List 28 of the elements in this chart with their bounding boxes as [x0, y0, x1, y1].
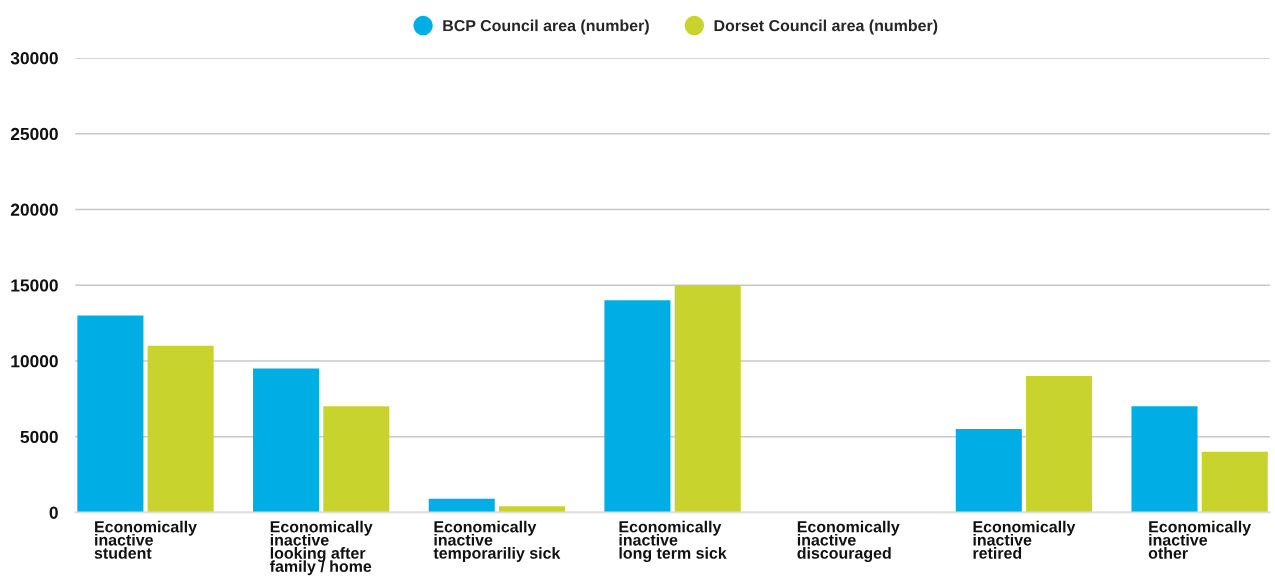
bar [323, 406, 390, 513]
bar [428, 498, 495, 513]
bar [604, 300, 671, 513]
legend-label: Dorset Council area (number) [714, 19, 938, 35]
x-tick-label: Economically inactive student [94, 520, 197, 559]
y-tick-label: 10000 [11, 355, 58, 368]
x-tick-label: Economically inactive looking after family / home [269, 520, 373, 576]
y-tick-label: 25000 [10, 127, 58, 141]
y-tick-label: 30000 [10, 52, 58, 65]
x-tick-label: Economically inactive long term sick [619, 520, 727, 563]
legend-label: BCP Council area (number) [443, 19, 649, 35]
y-tick-label: 15000 [11, 279, 58, 292]
x-tick-label: Economically inactive discouraged [797, 520, 900, 563]
bar [147, 345, 214, 513]
bar [498, 506, 566, 513]
bar [1131, 406, 1198, 513]
x-tick-label: Economically inactive temporariliy sick [433, 520, 561, 562]
x-tick-label: Economically inactive retired [973, 520, 1076, 559]
y-tick-label: 0 [49, 506, 58, 519]
bar [1026, 376, 1093, 513]
bar [253, 368, 320, 513]
y-tick-label: 5000 [20, 430, 58, 444]
bar [955, 429, 1022, 513]
x-tick-label: Economically inactive other [1148, 520, 1252, 559]
bar [1201, 451, 1268, 513]
y-tick-label: 20000 [10, 203, 58, 216]
bar [77, 315, 144, 513]
bar [674, 285, 741, 513]
